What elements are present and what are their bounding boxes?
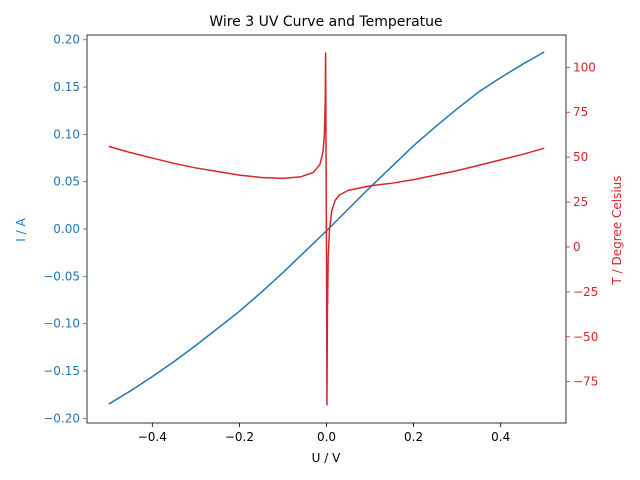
left-y-tick-label: −0.05	[43, 269, 80, 283]
x-tick-label: 0.0	[317, 430, 336, 444]
right-y-axis-label: T / Degree Celsius	[610, 175, 624, 285]
x-axis-label: U / V	[312, 451, 341, 465]
right-y-tick-label: 0	[573, 240, 581, 254]
left-y-tick-label: −0.10	[43, 317, 80, 331]
right-y-tick-label: 50	[573, 150, 588, 164]
right-y-tick-label: 25	[573, 195, 588, 209]
left-y-tick-label: 0.00	[53, 222, 80, 236]
left-y-tick-label: −0.15	[43, 364, 80, 378]
left-y-tick-label: 0.20	[53, 33, 80, 47]
left-y-tick-label: 0.10	[53, 127, 80, 141]
x-tick-label: −0.2	[225, 430, 254, 444]
plot-area	[108, 51, 545, 406]
x-axis-ticks: −0.4 −0.2 0.0 0.2 0.4	[138, 423, 510, 444]
x-tick-label: −0.4	[138, 430, 167, 444]
right-y-tick-label: −25	[573, 285, 598, 299]
left-y-tick-label: −0.20	[43, 411, 80, 425]
chart-title: Wire 3 UV Curve and Temperatue	[209, 14, 442, 30]
left-y-tick-label: 0.15	[53, 80, 80, 94]
right-y-tick-label: 75	[573, 105, 588, 119]
left-y-tick-label: 0.05	[53, 175, 80, 189]
right-y-tick-label: −75	[573, 375, 598, 389]
right-y-tick-label: −50	[573, 330, 598, 344]
x-tick-label: 0.2	[404, 430, 423, 444]
x-tick-label: 0.4	[491, 430, 510, 444]
right-y-tick-label: 100	[573, 60, 596, 74]
left-y-axis-label: I / A	[14, 218, 28, 242]
temperature-series-line	[108, 52, 545, 406]
left-y-axis-ticks: −0.20 −0.15 −0.10 −0.05 0.00 0.05 0.10 0.15 0.20	[43, 33, 87, 425]
right-y-axis-ticks: −75 −50 −25 0 25 50 75 100	[566, 60, 598, 389]
